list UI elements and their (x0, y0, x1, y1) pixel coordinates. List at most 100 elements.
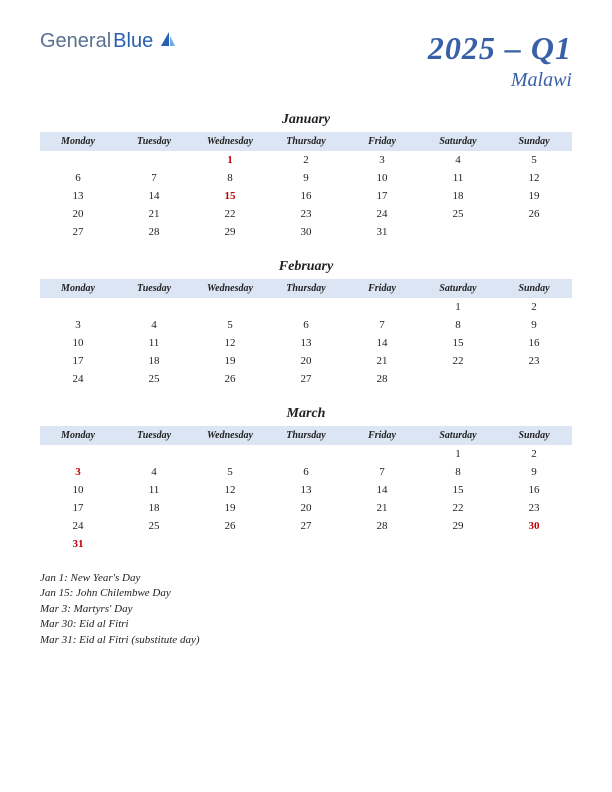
day-header: Tuesday (116, 132, 192, 151)
day-header: Monday (40, 426, 116, 445)
day-cell: 11 (420, 169, 496, 187)
day-cell: 12 (496, 169, 572, 187)
day-cell: 24 (40, 370, 116, 388)
day-header: Friday (344, 132, 420, 151)
day-cell: 7 (344, 316, 420, 334)
day-cell: 13 (268, 481, 344, 499)
table-row: 3456789 (40, 316, 572, 334)
table-row: 10111213141516 (40, 334, 572, 352)
day-header: Tuesday (116, 279, 192, 298)
day-cell (496, 535, 572, 553)
day-cell: 14 (344, 334, 420, 352)
day-cell: 27 (268, 370, 344, 388)
day-cell: 3 (40, 463, 116, 481)
day-cell (40, 151, 116, 169)
holiday-line: Mar 3: Martyrs' Day (40, 602, 572, 617)
title-main: 2025 – Q1 (428, 30, 572, 67)
logo-sail-icon (159, 30, 177, 53)
day-cell: 15 (420, 481, 496, 499)
day-cell: 8 (420, 463, 496, 481)
day-header: Saturday (420, 279, 496, 298)
table-row: 2728293031 (40, 223, 572, 241)
table-row: 10111213141516 (40, 481, 572, 499)
month-name: March (40, 406, 572, 422)
day-cell: 12 (192, 334, 268, 352)
day-cell (268, 445, 344, 463)
day-cell (268, 535, 344, 553)
day-cell: 16 (496, 481, 572, 499)
holiday-line: Mar 31: Eid al Fitri (substitute day) (40, 633, 572, 648)
day-cell: 10 (40, 481, 116, 499)
day-cell (344, 535, 420, 553)
day-cell: 22 (420, 499, 496, 517)
day-cell: 2 (496, 445, 572, 463)
day-cell: 5 (192, 463, 268, 481)
logo-text-general: General (40, 30, 111, 53)
day-cell: 9 (268, 169, 344, 187)
day-cell: 28 (116, 223, 192, 241)
day-cell: 23 (496, 499, 572, 517)
day-cell: 25 (420, 205, 496, 223)
day-header: Tuesday (116, 426, 192, 445)
day-cell: 19 (496, 187, 572, 205)
day-cell: 16 (268, 187, 344, 205)
table-row: 12 (40, 298, 572, 316)
month-block: MarchMondayTuesdayWednesdayThursdayFrida… (40, 406, 572, 553)
day-header: Friday (344, 279, 420, 298)
day-cell: 4 (116, 316, 192, 334)
day-cell: 24 (344, 205, 420, 223)
day-cell: 12 (192, 481, 268, 499)
day-cell: 11 (116, 334, 192, 352)
day-cell: 26 (496, 205, 572, 223)
day-cell (116, 151, 192, 169)
day-cell: 30 (268, 223, 344, 241)
table-row: 24252627282930 (40, 517, 572, 535)
day-cell: 17 (344, 187, 420, 205)
day-cell: 29 (420, 517, 496, 535)
day-cell (420, 535, 496, 553)
day-cell: 7 (344, 463, 420, 481)
day-cell (420, 370, 496, 388)
day-cell: 25 (116, 517, 192, 535)
month-block: JanuaryMondayTuesdayWednesdayThursdayFri… (40, 112, 572, 241)
day-cell: 2 (496, 298, 572, 316)
day-header: Sunday (496, 132, 572, 151)
day-cell: 2 (268, 151, 344, 169)
day-header: Friday (344, 426, 420, 445)
holiday-line: Mar 30: Eid al Fitri (40, 617, 572, 632)
day-cell: 14 (116, 187, 192, 205)
day-cell: 23 (496, 352, 572, 370)
holiday-line: Jan 1: New Year's Day (40, 571, 572, 586)
day-cell: 1 (192, 151, 268, 169)
day-cell: 3 (40, 316, 116, 334)
day-cell: 10 (40, 334, 116, 352)
day-cell (496, 370, 572, 388)
day-cell: 9 (496, 463, 572, 481)
day-cell: 14 (344, 481, 420, 499)
day-cell: 21 (344, 499, 420, 517)
day-cell: 26 (192, 370, 268, 388)
day-cell: 25 (116, 370, 192, 388)
table-row: 31 (40, 535, 572, 553)
day-cell: 15 (420, 334, 496, 352)
day-cell (268, 298, 344, 316)
day-cell: 13 (40, 187, 116, 205)
day-cell (40, 445, 116, 463)
day-cell (420, 223, 496, 241)
day-header: Saturday (420, 132, 496, 151)
day-cell: 6 (268, 316, 344, 334)
day-cell: 9 (496, 316, 572, 334)
day-cell: 8 (420, 316, 496, 334)
table-row: 17181920212223 (40, 499, 572, 517)
month-name: February (40, 259, 572, 275)
day-cell: 17 (40, 499, 116, 517)
day-cell: 11 (116, 481, 192, 499)
day-cell: 15 (192, 187, 268, 205)
day-cell: 27 (40, 223, 116, 241)
day-cell: 22 (192, 205, 268, 223)
table-row: 12 (40, 445, 572, 463)
day-cell: 3 (344, 151, 420, 169)
day-header: Wednesday (192, 426, 268, 445)
day-cell: 21 (116, 205, 192, 223)
day-cell: 16 (496, 334, 572, 352)
